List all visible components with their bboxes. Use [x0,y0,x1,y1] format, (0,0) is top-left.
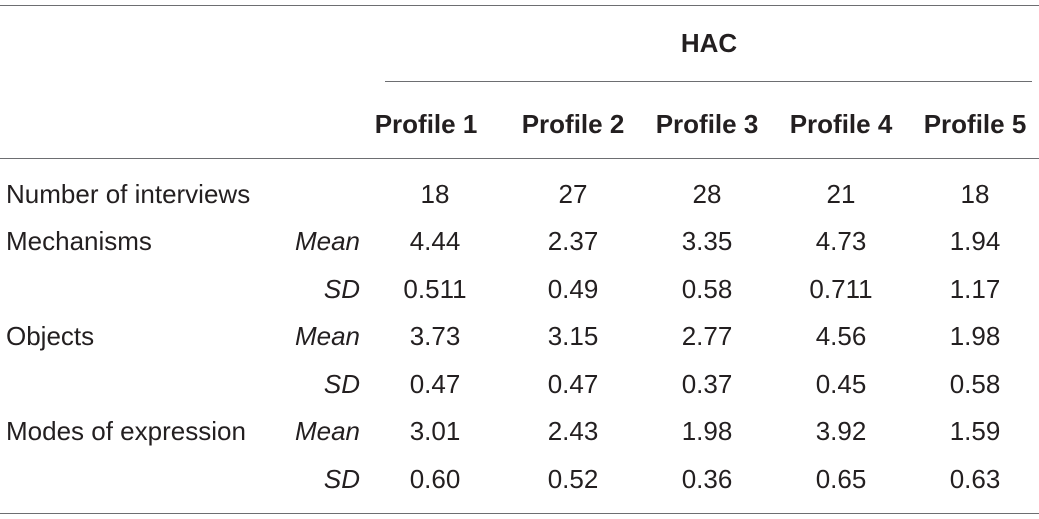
table-cell: 2.43 [547,416,599,446]
table-cell: 18 [420,179,450,209]
table-cell: 1.59 [949,416,1001,446]
table-cell: 0.47 [409,369,461,399]
column-header-profile-4: Profile 4 [789,109,893,139]
column-header-profile-3: Profile 3 [655,109,759,139]
row-label: Objects [6,321,95,351]
table-cell: 1.17 [949,274,1001,304]
table-cell: 4.73 [815,226,867,256]
table-cell: 1.98 [681,416,733,446]
table-cell: 0.49 [547,274,599,304]
table-cell: 0.711 [809,274,873,304]
table-cell: 0.511 [403,274,467,304]
table-cell: 0.52 [547,464,599,494]
table-cell: 2.37 [547,226,599,256]
column-header-profile-1: Profile 1 [374,109,478,139]
table-cell: 1.98 [949,321,1001,351]
stat-label: SD [323,274,360,304]
table-cell: 18 [960,179,990,209]
table-cell: 27 [558,179,588,209]
table-cell: 3.01 [409,416,461,446]
group-rule [385,81,1032,82]
table-cell: 0.60 [409,464,461,494]
table-cell: 0.37 [681,369,733,399]
table-cell: 3.92 [815,416,867,446]
table-cell: 0.58 [949,369,1001,399]
table-cell: 0.63 [949,464,1001,494]
table-cell: 21 [826,179,856,209]
table-cell: 0.65 [815,464,867,494]
table-cell: 3.73 [409,321,461,351]
column-header-profile-2: Profile 2 [521,109,625,139]
row-label: Mechanisms [6,226,152,256]
group-header: HAC [680,28,738,58]
header-rule [0,158,1039,159]
stat-label: Mean [294,321,360,351]
top-rule [0,5,1039,6]
table-cell: 3.35 [681,226,733,256]
table-cell: 0.45 [815,369,867,399]
table-cell: 4.44 [409,226,461,256]
stat-label: SD [323,369,360,399]
table-cell: 0.58 [681,274,733,304]
bottom-rule [0,513,1039,514]
row-label: Modes of expression [6,416,246,446]
table-cell: 3.15 [547,321,599,351]
stat-label: SD [323,464,360,494]
table-cell: 1.94 [949,226,1001,256]
table-cell: 28 [692,179,722,209]
row-label: Number of interviews [6,179,251,209]
stat-label: Mean [294,416,360,446]
table-cell: 2.77 [681,321,733,351]
column-header-profile-5: Profile 5 [923,109,1027,139]
table-cell: 0.36 [681,464,733,494]
table-cell: 4.56 [815,321,867,351]
stat-label: Mean [294,226,360,256]
table-cell: 0.47 [547,369,599,399]
